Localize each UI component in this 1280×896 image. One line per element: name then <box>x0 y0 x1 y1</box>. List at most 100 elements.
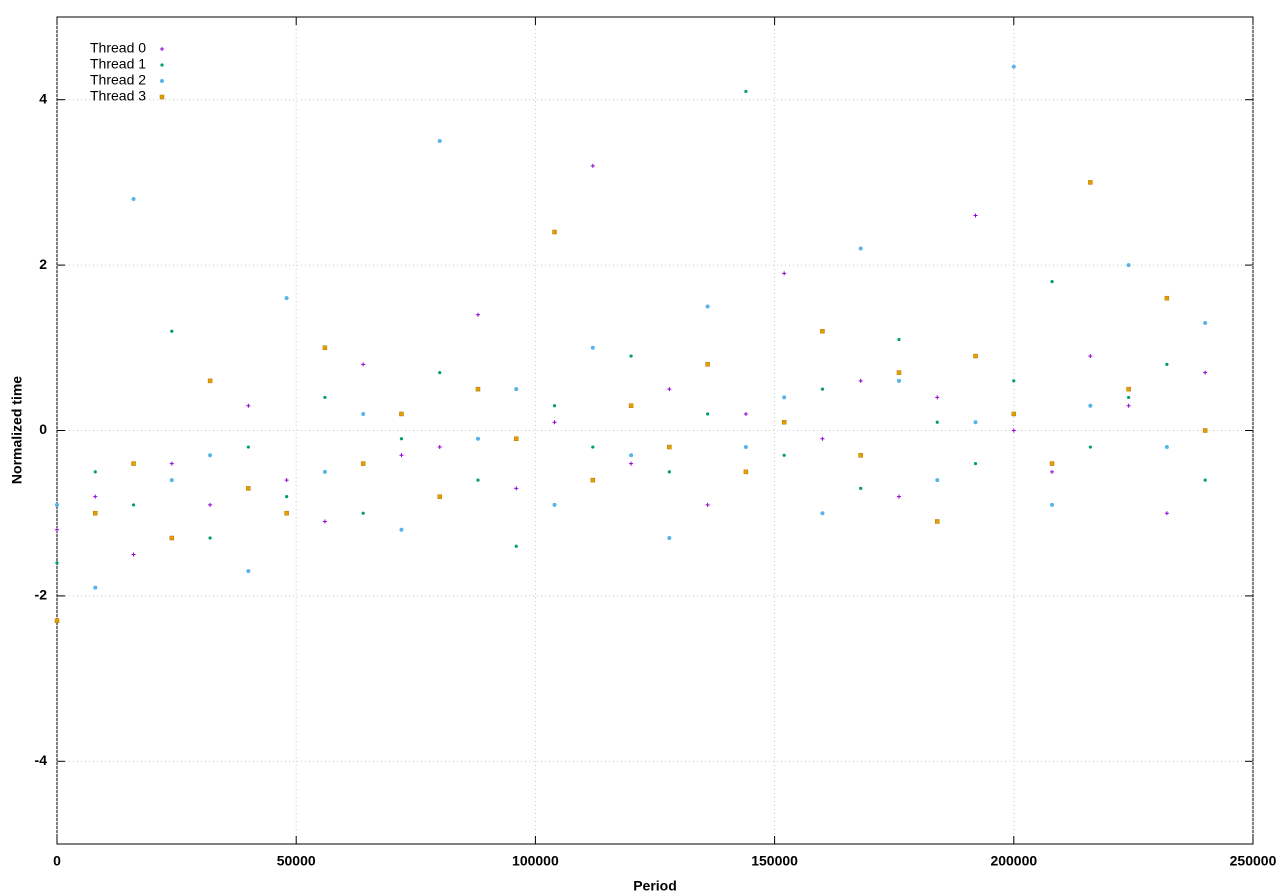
x-tick-label: 200000 <box>990 853 1037 869</box>
point <box>820 329 825 334</box>
point <box>54 618 60 623</box>
point <box>1088 354 1093 359</box>
point <box>55 561 59 565</box>
point <box>781 419 787 425</box>
legend-label: Thread 0 <box>90 40 146 56</box>
point <box>246 445 250 449</box>
point <box>743 411 748 416</box>
point <box>207 378 213 384</box>
point <box>476 478 480 482</box>
x-tick-label: 50000 <box>277 853 316 869</box>
point <box>973 353 978 359</box>
point <box>935 478 940 483</box>
point <box>1011 428 1016 433</box>
point <box>93 585 98 590</box>
legend-marker <box>160 47 164 51</box>
point <box>629 461 634 466</box>
point <box>973 461 978 466</box>
point <box>55 527 59 532</box>
point <box>667 470 671 474</box>
point <box>475 312 480 317</box>
point <box>322 345 328 351</box>
point <box>1012 379 1016 383</box>
point <box>935 519 940 524</box>
point <box>246 403 251 408</box>
point <box>667 444 672 450</box>
point <box>1050 502 1055 507</box>
point <box>1127 395 1131 400</box>
point <box>93 470 97 474</box>
point <box>170 329 174 333</box>
point <box>858 453 863 458</box>
point <box>1011 64 1016 69</box>
point <box>858 378 863 383</box>
point <box>246 486 251 491</box>
point <box>208 502 213 507</box>
x-axis-label: Period <box>633 878 677 894</box>
point <box>1088 445 1092 449</box>
point <box>820 511 825 516</box>
legend-marker <box>159 94 165 100</box>
point <box>1126 403 1131 408</box>
point <box>552 420 557 425</box>
point <box>131 196 136 201</box>
point <box>782 395 787 400</box>
point <box>1164 445 1169 450</box>
point <box>322 469 327 474</box>
point <box>437 445 442 450</box>
point <box>131 503 136 507</box>
point <box>284 510 289 516</box>
point <box>399 411 404 417</box>
point <box>628 403 634 408</box>
point <box>896 378 901 383</box>
point <box>246 569 251 574</box>
legend-label: Thread 3 <box>90 88 146 104</box>
y-tick-label: -2 <box>35 587 48 603</box>
point <box>1165 362 1169 366</box>
x-tick-label: 100000 <box>512 853 559 869</box>
point <box>360 461 366 466</box>
point <box>1011 411 1017 417</box>
point <box>591 445 595 449</box>
point <box>437 494 442 499</box>
point <box>629 453 634 458</box>
point <box>131 461 136 466</box>
point <box>1126 263 1131 268</box>
point <box>399 453 404 458</box>
point <box>1088 403 1093 408</box>
point <box>705 304 710 309</box>
y-axis-label: Normalized time <box>9 376 25 484</box>
point <box>514 486 519 491</box>
point <box>93 510 98 516</box>
point <box>973 213 978 218</box>
point <box>208 536 212 540</box>
point <box>743 469 749 475</box>
y-tick-label: 0 <box>39 421 47 437</box>
point <box>705 362 710 367</box>
point <box>1126 386 1131 392</box>
point <box>706 412 710 416</box>
point <box>284 478 289 483</box>
point <box>897 337 901 342</box>
point <box>590 477 596 483</box>
point <box>1202 428 1208 433</box>
point <box>169 478 174 483</box>
point <box>896 370 902 375</box>
y-tick-label: 2 <box>39 256 47 272</box>
point <box>1203 370 1208 375</box>
point <box>973 420 978 425</box>
point <box>361 511 365 515</box>
point <box>284 296 289 301</box>
x-tick-label: 0 <box>53 853 61 869</box>
point <box>475 386 481 392</box>
point <box>1050 469 1055 474</box>
point <box>399 527 404 532</box>
legend-label: Thread 1 <box>90 56 146 72</box>
point <box>743 445 748 450</box>
point <box>514 387 519 392</box>
point <box>1049 461 1055 466</box>
point <box>208 453 213 458</box>
point <box>820 436 825 441</box>
point <box>399 437 404 441</box>
point <box>590 163 595 168</box>
